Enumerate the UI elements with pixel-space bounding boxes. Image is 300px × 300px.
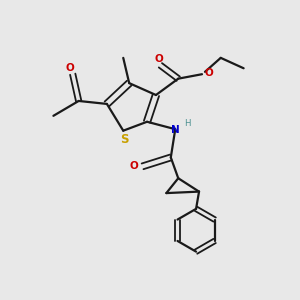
Text: O: O: [204, 68, 213, 78]
Text: H: H: [184, 119, 191, 128]
Text: O: O: [154, 54, 163, 64]
Text: N: N: [171, 125, 180, 135]
Text: O: O: [130, 161, 139, 171]
Text: S: S: [121, 133, 129, 146]
Text: O: O: [65, 63, 74, 73]
